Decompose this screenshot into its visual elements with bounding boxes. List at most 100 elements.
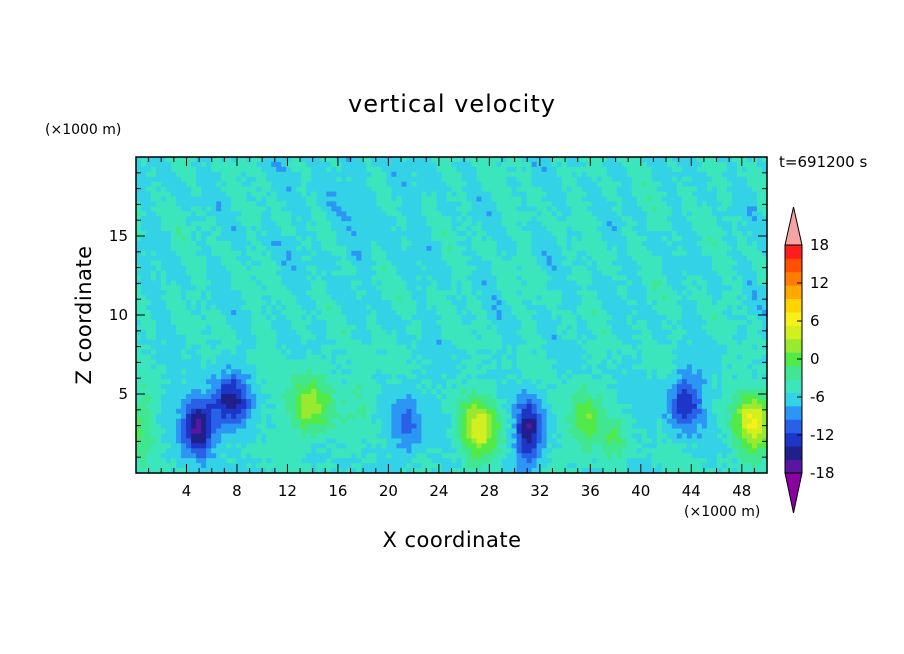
heatmap-cell: [541, 157, 548, 163]
heatmap-cell: [526, 300, 533, 306]
heatmap-cell: [196, 166, 202, 173]
heatmap-cell: [331, 166, 337, 173]
heatmap-cell: [231, 221, 237, 227]
heatmap-cell: [501, 161, 508, 168]
heatmap-cell: [281, 315, 287, 321]
heatmap-cell: [601, 171, 608, 178]
heatmap-cell: [556, 280, 563, 286]
heatmap-cell: [266, 315, 272, 321]
heatmap-cell: [311, 319, 317, 326]
heatmap-cell: [451, 339, 458, 346]
heatmap-cell: [176, 245, 182, 252]
heatmap-cell: [636, 295, 643, 301]
heatmap-cell: [431, 211, 438, 217]
heatmap-cell: [741, 236, 748, 242]
heatmap-cell: [361, 211, 367, 217]
heatmap-cell: [751, 319, 758, 326]
heatmap-cell: [306, 196, 312, 203]
heatmap-cell: [151, 181, 157, 188]
heatmap-cell: [311, 206, 317, 212]
heatmap-cell: [686, 226, 693, 232]
heatmap-cell: [696, 280, 703, 286]
heatmap-cell: [531, 206, 538, 212]
heatmap-cell: [326, 186, 332, 193]
heatmap-cell: [696, 196, 703, 203]
heatmap-cell: [681, 290, 688, 296]
heatmap-cell: [396, 240, 403, 247]
heatmap-cell: [516, 319, 523, 326]
heatmap-cell: [336, 250, 342, 257]
heatmap-cell: [486, 206, 493, 212]
heatmap-cell: [731, 260, 738, 267]
heatmap-cell: [591, 275, 598, 282]
heatmap-cell: [271, 186, 277, 193]
heatmap-cell: [361, 349, 367, 356]
heatmap-cell: [516, 191, 523, 198]
heatmap-cell: [681, 216, 688, 222]
heatmap-cell: [591, 191, 598, 198]
heatmap-cell: [296, 280, 302, 286]
heatmap-cell: [271, 240, 277, 247]
heatmap-cell: [161, 245, 167, 252]
heatmap-cell: [756, 226, 763, 232]
heatmap-cell: [506, 211, 513, 217]
heatmap-cell: [511, 191, 518, 198]
heatmap-cell: [711, 186, 718, 193]
heatmap-cell: [616, 285, 623, 291]
heatmap-cell: [191, 157, 197, 163]
heatmap-cell: [451, 280, 458, 286]
heatmap-cell: [646, 339, 653, 346]
heatmap-cell: [206, 339, 212, 346]
heatmap-cell: [531, 201, 538, 207]
heatmap-cell: [531, 334, 538, 341]
heatmap-cell: [731, 280, 738, 286]
heatmap-cell: [161, 240, 167, 247]
heatmap-cell: [271, 236, 277, 242]
heatmap-cell: [471, 161, 478, 168]
heatmap-cell: [686, 240, 693, 247]
heatmap-cell: [421, 231, 428, 237]
heatmap-cell: [416, 319, 423, 326]
heatmap-cell: [546, 176, 553, 183]
heatmap-cell: [506, 250, 513, 257]
heatmap-cell: [406, 255, 413, 262]
heatmap-cell: [236, 265, 242, 272]
heatmap-cell: [656, 285, 663, 291]
heatmap-cell: [276, 201, 282, 207]
heatmap-cell: [631, 231, 638, 237]
heatmap-cell: [686, 171, 693, 178]
heatmap-cell: [496, 191, 503, 198]
heatmap-cell: [571, 221, 578, 227]
heatmap-cell: [301, 344, 307, 351]
heatmap-cell: [386, 290, 393, 296]
heatmap-cell: [396, 324, 403, 331]
heatmap-cell: [706, 260, 713, 267]
heatmap-cell: [586, 339, 593, 346]
heatmap-cell: [666, 201, 673, 207]
heatmap-cell: [136, 300, 142, 306]
heatmap-cell: [311, 255, 317, 262]
heatmap-cell: [346, 186, 352, 193]
heatmap-cell: [501, 250, 508, 257]
heatmap-cell: [436, 176, 443, 183]
heatmap-cell: [746, 265, 753, 272]
heatmap-cell: [731, 216, 738, 222]
heatmap-cell: [191, 240, 197, 247]
heatmap-cell: [591, 176, 598, 183]
heatmap-cell: [301, 329, 307, 336]
heatmap-cell: [411, 161, 418, 168]
heatmap-cell: [376, 250, 382, 257]
heatmap-cell: [426, 319, 433, 326]
heatmap-cell: [306, 315, 312, 321]
heatmap-cell: [411, 240, 418, 247]
heatmap-cell: [726, 231, 733, 237]
heatmap-cell: [681, 231, 688, 237]
heatmap-cell: [226, 161, 232, 168]
heatmap-cell: [706, 216, 713, 222]
heatmap-cell: [576, 181, 583, 188]
heatmap-cell: [621, 290, 628, 296]
heatmap-cell: [636, 315, 643, 321]
heatmap-cell: [206, 265, 212, 272]
heatmap-cell: [451, 275, 458, 282]
heatmap-cell: [141, 166, 147, 173]
